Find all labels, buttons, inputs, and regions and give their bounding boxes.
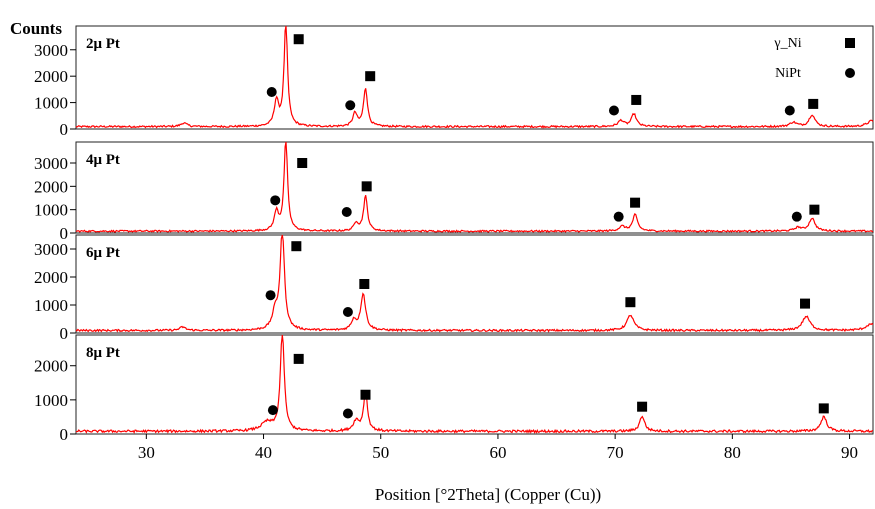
- pattern-line: [75, 334, 873, 434]
- gamma-ni-marker: [360, 389, 371, 400]
- gamma-ni-marker: [630, 197, 641, 208]
- gamma-ni-marker: [818, 403, 829, 414]
- panel-label: 4μ Pt: [86, 152, 120, 168]
- legend-label: γ_Ni: [773, 36, 801, 51]
- y-tick-label: 0: [60, 425, 69, 444]
- panel-3: 0 1000 2000 3000 6μ Pt: [34, 234, 874, 343]
- y-tick-label: 2000: [34, 357, 68, 376]
- y-tick-label: 0: [60, 224, 69, 243]
- y-tick-label: 0: [60, 120, 69, 139]
- y-axis-title: Counts: [10, 19, 62, 38]
- nipt-marker: [342, 408, 353, 419]
- nipt-marker: [791, 211, 802, 222]
- gamma-ni-marker: [297, 158, 308, 168]
- panel-frame: [75, 234, 874, 334]
- nipt-marker: [266, 87, 277, 98]
- gamma-ni-marker: [291, 241, 302, 252]
- x-tick-label: 90: [841, 443, 858, 462]
- pattern-line: [75, 141, 874, 233]
- gamma-ni-marker: [625, 297, 636, 308]
- x-tick-label: 70: [607, 443, 624, 462]
- x-tick-label: 80: [724, 443, 741, 462]
- gamma-ni-marker: [359, 279, 370, 289]
- y-tick-label: 0: [60, 324, 69, 343]
- panel-2: 0 1000 2000 3000 4μ Pt: [34, 141, 874, 243]
- panel-frame: [75, 25, 874, 130]
- nipt-marker: [270, 195, 281, 206]
- nipt-marker: [613, 211, 624, 222]
- panel-label: 2μ Pt: [86, 36, 120, 52]
- y-tick-label: 2000: [34, 177, 68, 196]
- nipt-marker: [784, 105, 795, 116]
- gamma-ni-marker: [800, 298, 811, 309]
- x-axis-title: Position [°2Theta] (Copper (Cu)): [375, 485, 601, 504]
- y-tick-label: 1000: [34, 201, 68, 220]
- gamma-ni-marker: [361, 181, 372, 192]
- legend-circle-marker: [845, 68, 855, 78]
- legend-square-marker: [845, 38, 855, 48]
- panel-frame: [75, 141, 874, 234]
- panel-label: 8μ Pt: [86, 345, 120, 361]
- panel-1: 0 1000 2000 3000 2μ Pt: [34, 25, 874, 139]
- pattern-line: [75, 234, 874, 333]
- y-tick-label: 2000: [34, 268, 68, 287]
- gamma-ni-marker: [293, 34, 304, 45]
- gamma-ni-marker: [809, 204, 820, 215]
- y-tick-label: 3000: [34, 154, 68, 173]
- gamma-ni-marker: [365, 71, 376, 82]
- nipt-marker: [341, 207, 352, 217]
- panels: 0 1000 2000 3000 2μ Pt 0 1000 2000 3000 4μ Pt 0 100…: [34, 25, 874, 444]
- nipt-marker: [608, 105, 619, 116]
- gamma-ni-marker: [637, 401, 648, 412]
- panel-label: 6μ Pt: [86, 245, 120, 261]
- y-tick-label: 1000: [34, 94, 68, 113]
- x-tick-label: 60: [489, 443, 506, 462]
- panel-frame: [75, 334, 874, 435]
- y-tick-label: 1000: [34, 391, 68, 410]
- x-axis: 30 40 50 60 70 80 90: [138, 434, 858, 462]
- x-tick-label: 40: [255, 443, 272, 462]
- y-tick-label: 3000: [34, 240, 68, 259]
- pattern-line: [75, 25, 874, 129]
- y-tick-label: 2000: [34, 67, 68, 86]
- legend-label: NiPt: [775, 66, 801, 81]
- nipt-marker: [265, 290, 276, 301]
- y-tick-label: 3000: [34, 41, 68, 60]
- nipt-marker: [342, 307, 353, 317]
- x-tick-label: 50: [372, 443, 389, 462]
- gamma-ni-marker: [631, 94, 642, 105]
- panel-4: 0 1000 2000 8μ Pt: [34, 334, 874, 444]
- y-tick-label: 1000: [34, 296, 68, 315]
- gamma-ni-marker: [293, 353, 304, 364]
- nipt-marker: [267, 405, 278, 416]
- legend: γ_Ni NiPt: [773, 36, 855, 81]
- nipt-marker: [345, 100, 356, 111]
- x-tick-label: 30: [138, 443, 155, 462]
- gamma-ni-marker: [808, 98, 819, 109]
